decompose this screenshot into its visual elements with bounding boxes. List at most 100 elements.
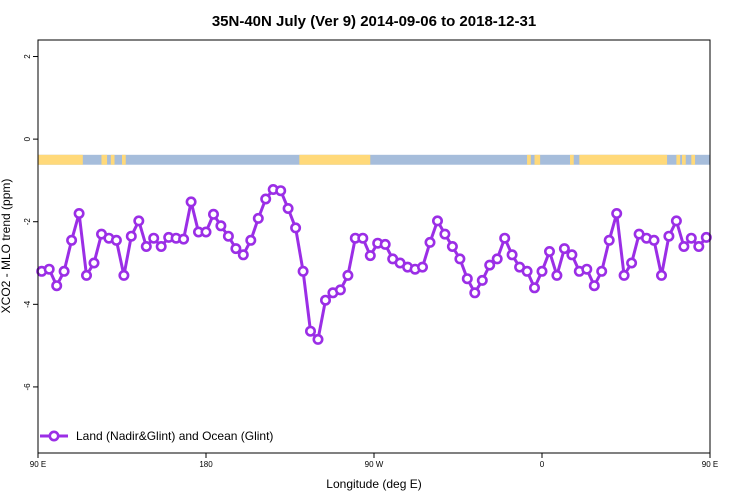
data-point <box>364 250 376 262</box>
land-segment <box>682 154 686 165</box>
y-tick-label: 0 <box>23 136 32 141</box>
data-point <box>215 220 227 232</box>
data-point <box>424 236 436 248</box>
data-point <box>81 269 93 281</box>
data-point <box>58 265 70 277</box>
data-point <box>51 280 63 292</box>
data-point <box>208 208 220 220</box>
data-point <box>125 230 137 242</box>
series-line <box>41 188 708 341</box>
y-axis-label: XCO2 - MLO trend (ppm) <box>0 179 13 314</box>
data-point <box>626 257 638 269</box>
data-point <box>596 265 608 277</box>
x-tick-label: 0 <box>540 460 545 469</box>
data-point <box>700 231 712 243</box>
data-point <box>543 246 555 258</box>
land-segment <box>101 154 108 165</box>
data-point <box>237 249 249 261</box>
data-point <box>290 222 302 234</box>
data-point <box>133 215 145 227</box>
data-point <box>678 241 690 253</box>
data-point <box>334 284 346 296</box>
y-tick-label: -6 <box>23 383 32 391</box>
x-tick-label: 90 W <box>365 460 384 469</box>
ocean-band <box>38 154 710 165</box>
legend: Land (Nadir&Glint) and Ocean (Glint) <box>40 429 273 443</box>
x-tick-label: 90 E <box>702 460 718 469</box>
data-point <box>521 265 533 277</box>
data-point <box>245 234 257 246</box>
data-point <box>454 253 466 265</box>
land-segment <box>110 154 115 165</box>
data-point <box>110 234 122 246</box>
data-point <box>670 215 682 227</box>
x-tick-label: 90 E <box>30 460 46 469</box>
data-point <box>304 325 316 337</box>
data-point <box>558 243 570 255</box>
landmask-band <box>38 154 710 165</box>
data-point <box>611 208 623 220</box>
data-point <box>342 269 354 281</box>
y-tick-label: 2 <box>23 54 32 59</box>
data-point <box>88 257 100 269</box>
data-point <box>357 232 369 244</box>
data-point <box>379 238 391 250</box>
land-segment <box>534 154 541 165</box>
data-point <box>252 212 264 224</box>
data-point <box>73 208 85 220</box>
data-point <box>439 228 451 240</box>
data-point <box>155 241 167 253</box>
land-segment <box>579 154 668 165</box>
data-point <box>148 232 160 244</box>
data-point <box>416 261 428 273</box>
data-point <box>282 203 294 215</box>
data-point <box>319 294 331 306</box>
data-point <box>655 269 667 281</box>
land-segment <box>570 154 574 165</box>
data-point <box>178 233 190 245</box>
x-axis-label: Longitude (deg E) <box>326 477 421 491</box>
data-point <box>312 333 324 345</box>
data-point <box>528 282 540 294</box>
land-segment <box>691 154 696 165</box>
data-point <box>222 230 234 242</box>
y-tick-label: -4 <box>23 300 32 308</box>
x-tick-label: 180 <box>199 460 213 469</box>
land-segment <box>38 154 83 165</box>
legend-marker-swatch <box>48 430 60 442</box>
data-point <box>260 193 272 205</box>
data-point <box>66 234 78 246</box>
data-point <box>603 234 615 246</box>
data-point <box>446 241 458 253</box>
chart-title: 35N-40N July (Ver 9) 2014-09-06 to 2018-… <box>212 13 536 30</box>
land-segment <box>527 154 531 165</box>
data-point <box>297 265 309 277</box>
data-point <box>476 274 488 286</box>
data-point <box>185 196 197 208</box>
data-point <box>506 249 518 261</box>
data-point <box>469 287 481 299</box>
data-point <box>499 232 511 244</box>
y-tick-label: -2 <box>23 218 32 226</box>
data-point <box>663 230 675 242</box>
data-point <box>461 273 473 285</box>
data-point <box>491 253 503 265</box>
data-point <box>118 269 130 281</box>
data-point <box>618 269 630 281</box>
data-point <box>566 249 578 261</box>
land-segment <box>299 154 371 165</box>
series-layer <box>36 184 712 345</box>
data-point <box>140 241 152 253</box>
data-point <box>536 265 548 277</box>
data-point <box>200 226 212 238</box>
data-point <box>230 243 242 255</box>
legend-label: Land (Nadir&Glint) and Ocean (Glint) <box>76 429 273 443</box>
data-point <box>484 259 496 271</box>
data-point <box>551 269 563 281</box>
land-segment <box>122 154 126 165</box>
y-axis: 2 0 -2 -4 -6 <box>23 54 38 391</box>
land-segment <box>676 154 681 165</box>
data-point <box>43 263 55 275</box>
x-axis: 90 E 180 90 W 0 90 E <box>30 453 718 469</box>
